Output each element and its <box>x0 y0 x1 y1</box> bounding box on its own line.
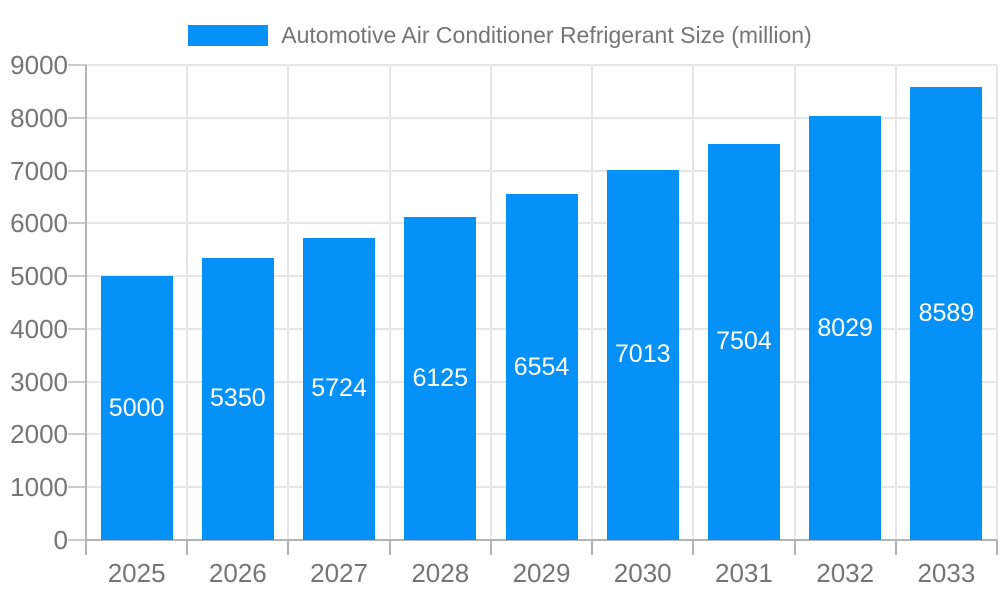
x-tick-label: 2032 <box>816 558 875 588</box>
x-axis-tick <box>489 540 492 555</box>
bar <box>505 194 578 540</box>
legend-label: Automotive Air Conditioner Refrigerant S… <box>281 22 812 48</box>
x-axis-tick <box>996 540 998 555</box>
y-axis-line <box>85 65 87 540</box>
x-tick-label: 2027 <box>310 558 368 588</box>
gridline-vertical <box>793 65 796 540</box>
bar <box>303 237 376 540</box>
bar <box>201 257 274 540</box>
gridline-vertical <box>388 65 391 540</box>
x-axis-tick <box>388 540 391 555</box>
bar-value-label: 6554 <box>513 352 570 381</box>
x-tick-label: 2033 <box>917 558 976 588</box>
gridline-vertical <box>287 65 290 540</box>
x-axis-line <box>85 539 998 541</box>
gridline-horizontal <box>86 169 997 172</box>
bar <box>809 116 882 540</box>
gridline-horizontal <box>86 116 997 119</box>
gridline-vertical <box>894 65 897 540</box>
y-axis-tick <box>68 327 86 330</box>
x-axis-tick <box>894 540 897 555</box>
y-axis-tick <box>68 433 86 436</box>
y-tick-label: 8000 <box>10 102 68 133</box>
x-tick-label: 2029 <box>512 558 571 588</box>
y-tick-label: 2000 <box>10 419 68 450</box>
y-tick-label: 0 <box>53 525 68 555</box>
y-axis-tick <box>68 275 86 278</box>
bar <box>910 86 983 540</box>
y-axis-tick <box>68 486 86 489</box>
chart-legend: Automotive Air Conditioner Refrigerant S… <box>0 22 1000 49</box>
x-tick-label: 2025 <box>107 558 166 588</box>
x-tick-label: 2026 <box>208 558 267 588</box>
y-axis-tick <box>68 222 86 225</box>
gridline-vertical <box>996 65 998 540</box>
x-axis-tick <box>793 540 796 555</box>
bar <box>707 143 780 540</box>
bar-value-label: 8029 <box>817 313 873 342</box>
x-axis-tick <box>692 540 695 555</box>
bar <box>606 169 679 540</box>
y-tick-label: 1000 <box>10 472 68 503</box>
y-axis-tick <box>68 64 86 66</box>
y-axis-tick <box>68 169 86 172</box>
gridline-vertical <box>591 65 594 540</box>
y-axis-tick <box>68 380 86 383</box>
y-tick-label: 4000 <box>10 313 68 344</box>
bar-value-label: 8589 <box>918 298 975 327</box>
bar-value-label: 7504 <box>716 327 772 356</box>
y-tick-label: 5000 <box>10 261 68 292</box>
gridline-vertical <box>489 65 492 540</box>
bar <box>404 216 477 540</box>
y-tick-label: 6000 <box>10 208 68 239</box>
x-tick-label: 2030 <box>613 558 672 588</box>
bar-value-label: 7013 <box>614 340 671 369</box>
x-axis-tick <box>186 540 189 555</box>
bar <box>100 276 173 540</box>
bar-value-label: 5000 <box>108 393 165 422</box>
x-tick-label: 2028 <box>411 558 470 588</box>
y-axis-tick <box>68 539 86 541</box>
y-tick-label: 7000 <box>10 155 68 186</box>
y-tick-label: 9000 <box>10 50 68 80</box>
gridline-vertical <box>692 65 695 540</box>
x-axis-tick <box>85 540 87 555</box>
bar-value-label: 5350 <box>210 384 266 413</box>
bar-value-label: 6125 <box>412 363 469 392</box>
x-axis-tick <box>591 540 594 555</box>
x-axis-tick <box>287 540 290 555</box>
x-tick-label: 2031 <box>715 558 773 588</box>
y-axis-tick <box>68 116 86 119</box>
legend-swatch <box>188 25 269 46</box>
bar-value-label: 5724 <box>311 374 367 403</box>
gridline-vertical <box>186 65 189 540</box>
y-tick-label: 3000 <box>10 366 68 397</box>
gridline-horizontal <box>86 64 997 66</box>
